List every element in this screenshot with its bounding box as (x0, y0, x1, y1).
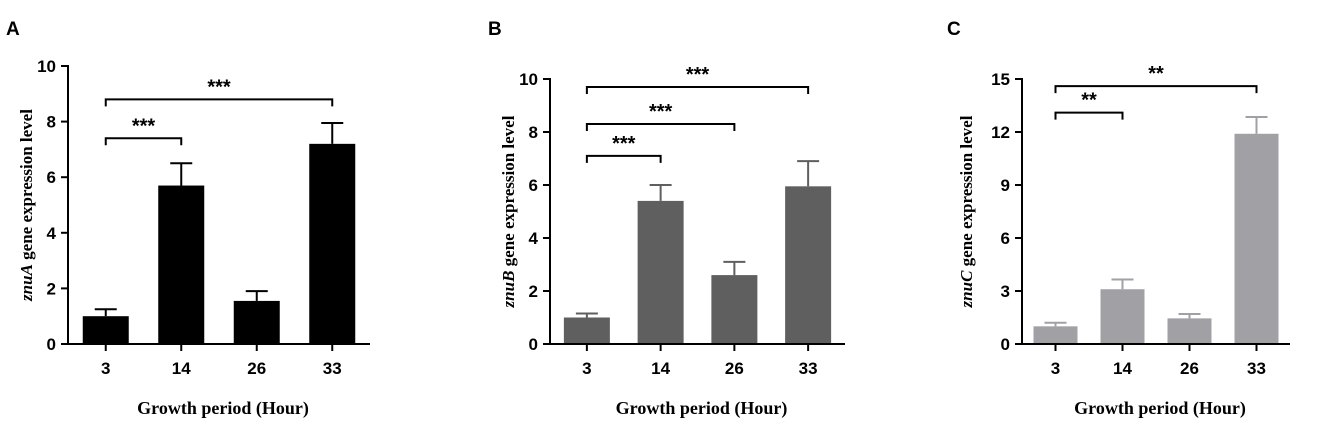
significance-bracket (1054, 111, 1124, 120)
bar-26 (1167, 318, 1212, 344)
significance-label: *** (612, 133, 636, 155)
y-tick-label: 6 (529, 176, 538, 195)
y-tick-label: 6 (47, 168, 56, 187)
significance-label: *** (686, 64, 710, 86)
y-tick-label: 0 (1001, 335, 1010, 354)
bar-33 (1234, 133, 1279, 344)
bar-14 (1100, 289, 1145, 344)
y-tick-label: 8 (529, 123, 538, 142)
bar-26 (233, 300, 280, 344)
panel-c: C 0 3 6 9 12 15 3 14 26 33 Growth period (Hour) znuC… (947, 19, 1290, 419)
significance-label: ** (1081, 90, 1097, 112)
y-tick-label: 2 (47, 279, 56, 298)
bar-3 (563, 317, 610, 344)
significance-bracket (585, 123, 736, 132)
bar-3 (82, 316, 129, 344)
significance-bracket (104, 98, 334, 107)
panel-letter: B (488, 19, 502, 40)
x-tick-label: 3 (101, 359, 110, 378)
significance-label: *** (207, 76, 231, 98)
x-tick-label: 3 (1051, 359, 1060, 378)
significance-bracket (1054, 85, 1258, 94)
y-axis-label-gene: znuB (499, 271, 518, 309)
x-tick-label: 3 (582, 359, 591, 378)
y-tick-label: 15 (991, 70, 1010, 89)
y-axis-label-gene: znuA (17, 264, 36, 302)
y-tick-label: 10 (37, 57, 56, 76)
y-axis-label-suffix: gene expression level (499, 115, 518, 270)
x-axis-label: Growth period (Hour) (616, 398, 788, 419)
x-tick-label: 33 (799, 359, 818, 378)
y-tick-label: 6 (1001, 229, 1010, 248)
y-axis-label-gene: znuC (957, 270, 976, 309)
y-tick-label: 4 (529, 229, 539, 248)
bar-33 (785, 186, 832, 344)
y-tick-label: 8 (47, 113, 56, 132)
significance-bracket (585, 154, 662, 163)
y-axis-label-suffix: gene expression level (17, 109, 36, 264)
panel-letter: C (947, 19, 961, 40)
x-tick-label: 33 (323, 359, 342, 378)
y-tick-label: 12 (991, 123, 1010, 142)
bar-14 (158, 185, 205, 344)
significance-bracket (585, 85, 810, 94)
significance-label: *** (649, 101, 673, 123)
significance-label: *** (132, 115, 156, 137)
significance-bracket (104, 137, 183, 146)
bar-3 (1033, 326, 1078, 344)
y-axis-label-suffix: gene expression level (957, 115, 976, 270)
y-tick-label: 2 (529, 282, 538, 301)
y-tick-label: 0 (47, 335, 56, 354)
y-axis-label: znuC gene expression level (957, 115, 976, 308)
x-tick-label: 26 (1180, 359, 1199, 378)
y-tick-label: 4 (47, 224, 57, 243)
y-tick-label: 3 (1001, 282, 1010, 301)
y-axis-label: znuA gene expression level (17, 109, 36, 302)
x-tick-label: 33 (1247, 359, 1266, 378)
x-tick-label: 14 (1113, 359, 1132, 378)
bar-26 (711, 275, 758, 344)
y-tick-label: 0 (529, 335, 538, 354)
panel-letter: A (6, 19, 20, 40)
significance-label: ** (1148, 63, 1164, 85)
x-axis-label: Growth period (Hour) (137, 398, 309, 419)
x-tick-label: 26 (725, 359, 744, 378)
y-tick-label: 9 (1001, 176, 1010, 195)
bar-33 (309, 143, 356, 344)
bar-14 (637, 200, 684, 344)
y-tick-label: 10 (519, 70, 538, 89)
y-axis-label: znuB gene expression level (499, 115, 518, 308)
x-tick-label: 26 (247, 359, 266, 378)
panel-b: B 0 2 4 6 8 10 3 14 26 33 Growth period (Hour) znuB … (488, 19, 845, 419)
x-tick-label: 14 (651, 359, 670, 378)
panel-a: A 0 2 4 6 8 10 3 14 26 33 Growth period (Hour) znuA … (6, 19, 370, 419)
x-tick-label: 14 (172, 359, 191, 378)
x-axis-label: Growth period (Hour) (1074, 398, 1246, 419)
